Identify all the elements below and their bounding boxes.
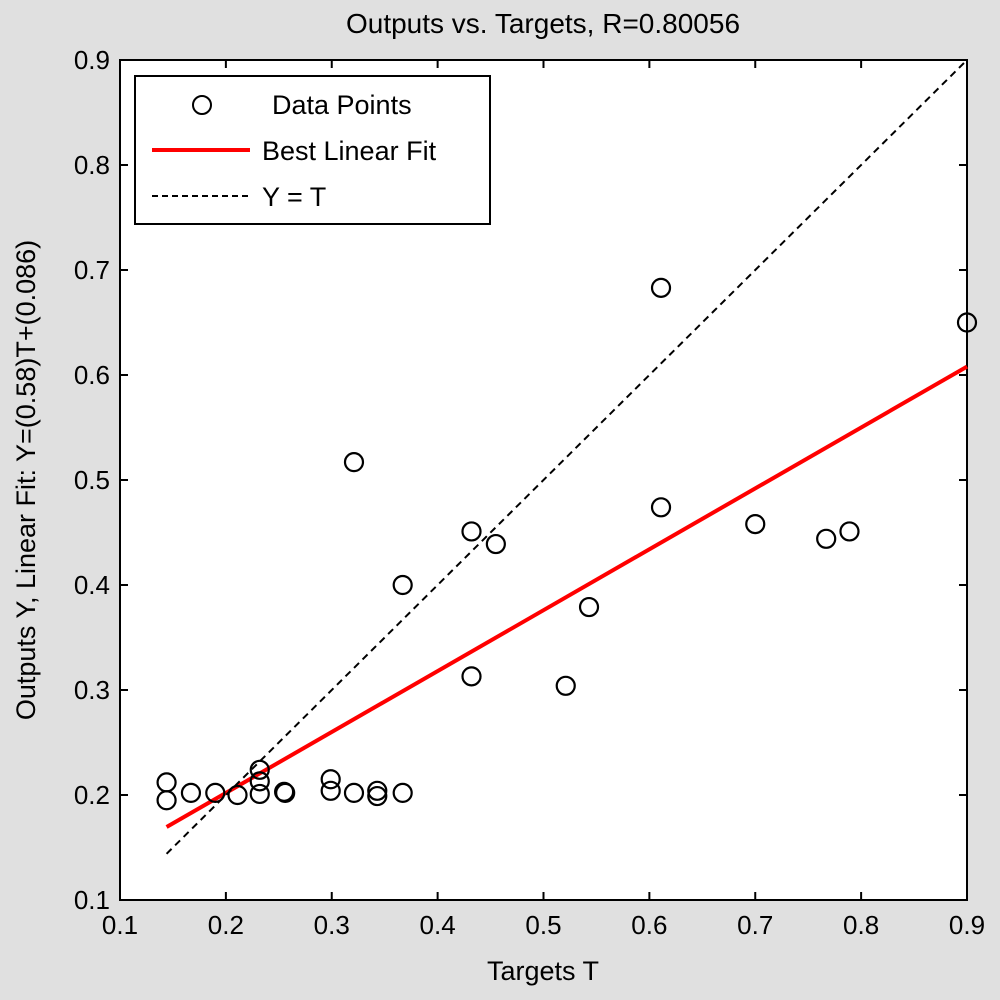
data-point <box>249 783 270 805</box>
data-point <box>343 452 365 473</box>
data-point <box>578 596 600 618</box>
data-point <box>650 497 672 518</box>
x-tick-label: 0.1 <box>102 910 138 940</box>
x-tick-label: 0.3 <box>314 910 350 940</box>
data-point <box>227 784 248 806</box>
data-point <box>343 782 365 804</box>
y-tick-label: 0.5 <box>74 465 110 495</box>
y-tick-label: 0.7 <box>74 255 110 285</box>
x-tick-label: 0.5 <box>525 910 561 940</box>
data-point <box>275 782 296 804</box>
x-tick-label: 0.4 <box>420 910 456 940</box>
data-point <box>392 782 413 804</box>
data-point <box>249 759 270 780</box>
chart-title: Outputs vs. Targets, R=0.80056 <box>346 8 740 39</box>
legend-label-best-fit: Best Linear Fit <box>262 136 437 166</box>
data-point <box>745 513 766 535</box>
data-point <box>485 533 506 555</box>
data-point <box>320 780 341 801</box>
axis-ticks <box>119 59 968 901</box>
y-tick-labels: 0.1 0.2 0.3 0.4 0.5 0.6 0.7 0.8 0.9 <box>74 45 110 915</box>
x-tick-label: 0.6 <box>631 910 667 940</box>
data-point <box>956 312 978 333</box>
y-tick-label: 0.6 <box>74 360 110 390</box>
y-tick-label: 0.8 <box>74 150 110 180</box>
data-point <box>156 790 177 811</box>
data-point <box>555 675 576 696</box>
data-point <box>461 521 482 542</box>
data-point <box>650 277 672 298</box>
data-point <box>839 521 860 542</box>
data-point <box>816 528 837 549</box>
x-tick-labels: 0.1 0.2 0.3 0.4 0.5 0.6 0.7 0.8 0.9 <box>102 910 985 940</box>
y-tick-label: 0.2 <box>74 780 110 810</box>
data-points <box>156 277 978 811</box>
y-axis-label: Outputs Y, Linear Fit: Y=(0.58)T+(0.086) <box>11 240 41 720</box>
legend-label-identity: Y = T <box>262 182 326 212</box>
data-point <box>205 782 226 804</box>
y-tick-label: 0.4 <box>74 570 110 600</box>
best-fit-line <box>165 364 968 829</box>
fit-lines <box>165 59 968 855</box>
legend: Data Points Best Linear Fit Y = T <box>134 75 491 225</box>
x-tick-label: 0.7 <box>737 910 773 940</box>
y-tick-label: 0.3 <box>74 675 110 705</box>
legend-marker-circle <box>192 95 212 115</box>
identity-line <box>165 59 968 855</box>
data-point <box>367 780 388 801</box>
data-point <box>249 771 270 792</box>
x-tick-label: 0.2 <box>208 910 244 940</box>
data-point <box>367 785 388 807</box>
data-point <box>461 666 482 687</box>
data-point <box>392 574 413 596</box>
x-axis-label: Targets T <box>487 956 599 986</box>
y-tick-label: 0.1 <box>74 885 110 915</box>
x-tick-label: 0.9 <box>949 910 985 940</box>
data-point <box>320 769 341 790</box>
legend-label-data-points: Data Points <box>272 90 412 120</box>
y-tick-label: 0.9 <box>74 45 110 75</box>
data-point <box>180 782 202 804</box>
x-tick-label: 0.8 <box>843 910 879 940</box>
